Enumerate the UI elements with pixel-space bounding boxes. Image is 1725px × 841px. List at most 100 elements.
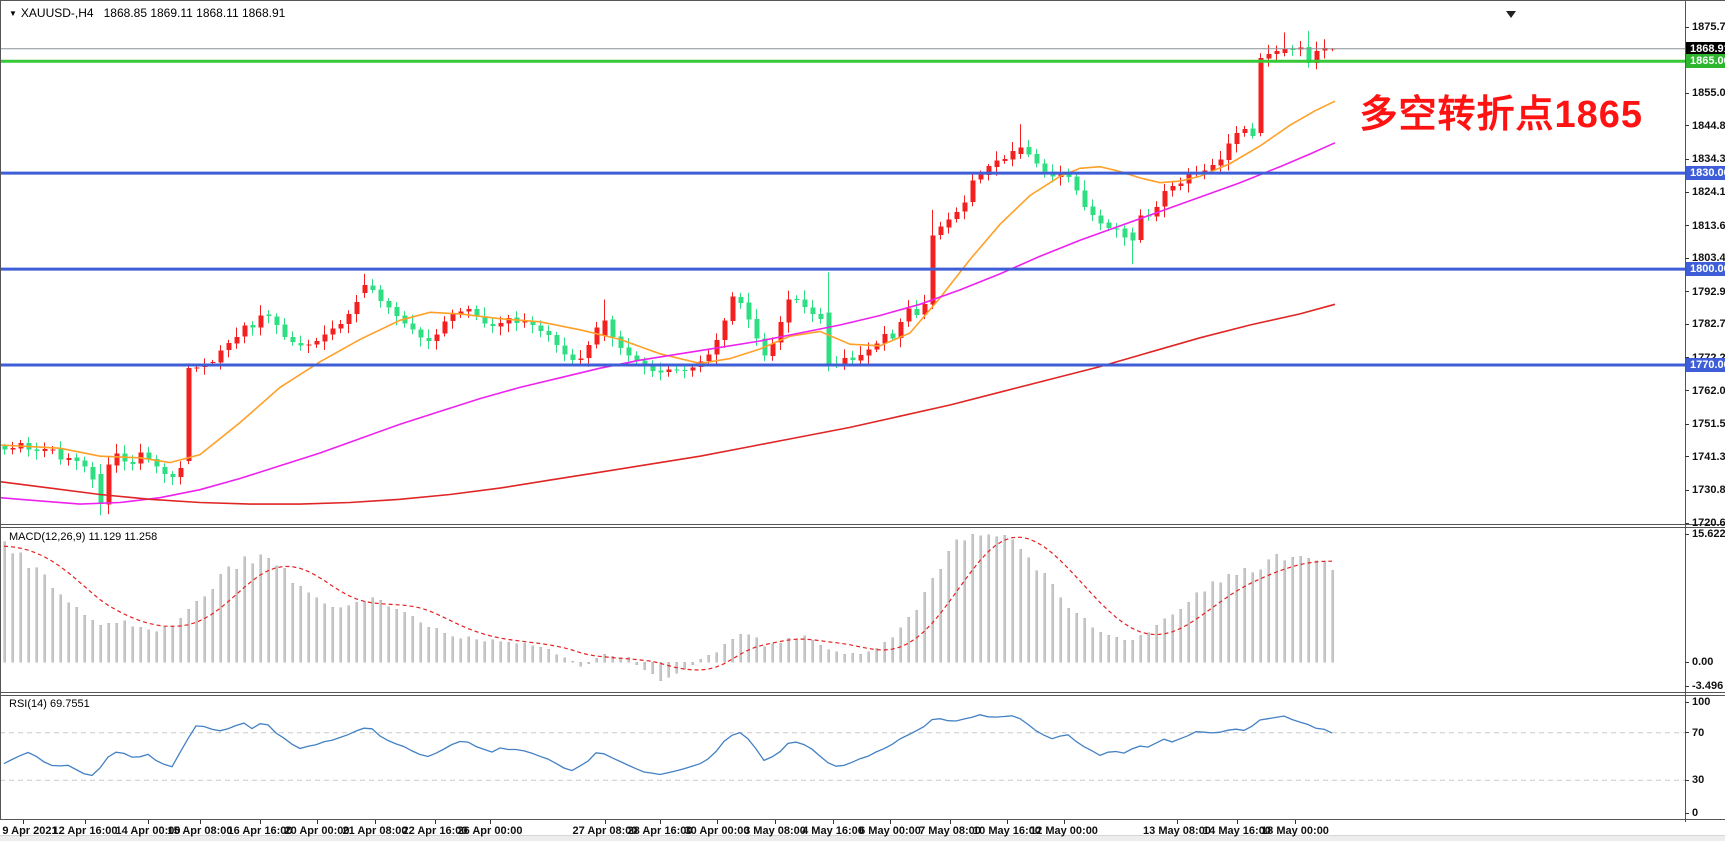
time-axis-label[interactable]: 30 Apr 00:00 xyxy=(684,825,750,837)
time-axis-label[interactable]: 3 May 08:00 xyxy=(744,825,806,837)
candle-body xyxy=(1082,190,1088,207)
macd-histogram-bar xyxy=(819,645,822,663)
macd-histogram-bar xyxy=(1139,635,1142,663)
time-axis-label[interactable]: 12 May 00:00 xyxy=(1030,825,1098,837)
price-level-tag[interactable]: 1865.00 xyxy=(1686,54,1725,69)
macd-histogram-bar xyxy=(427,627,430,663)
macd-histogram-bar xyxy=(275,565,278,663)
macd-histogram-bar xyxy=(923,592,926,663)
candle-body xyxy=(738,296,744,304)
candle-body xyxy=(1034,154,1040,164)
price-level-tag[interactable]: 1830.00 xyxy=(1686,166,1725,181)
candle-body xyxy=(682,370,688,372)
time-axis-tick xyxy=(317,820,318,824)
macd-histogram-bar xyxy=(515,643,518,663)
symbol-dropdown-icon[interactable]: ▼ xyxy=(9,9,17,18)
candle-body xyxy=(690,367,696,371)
candle-body xyxy=(1226,143,1232,160)
time-axis-label[interactable]: 27 Apr 08:00 xyxy=(572,825,638,837)
price-level-tag[interactable]: 1868.91 xyxy=(1686,41,1725,56)
macd-histogram-bar xyxy=(131,626,134,663)
candle-body xyxy=(1114,228,1120,230)
macd-histogram-bar xyxy=(1219,582,1222,663)
time-axis-label[interactable]: 14 May 16:00 xyxy=(1203,825,1271,837)
macd-histogram-bar xyxy=(1035,570,1038,663)
macd-histogram-bar xyxy=(3,541,6,663)
macd-histogram-bar xyxy=(115,623,118,663)
candle-body xyxy=(994,160,1000,167)
time-axis-label[interactable]: 7 May 08:00 xyxy=(919,825,981,837)
macd-histogram-bar xyxy=(283,568,286,663)
macd-histogram-bar xyxy=(1067,607,1070,663)
tick-dash-icon xyxy=(1685,423,1689,425)
time-axis-tick xyxy=(148,820,149,824)
candle-body xyxy=(1122,228,1128,238)
time-axis-label[interactable]: 16 Apr 16:00 xyxy=(227,825,293,837)
macd-histogram-bar xyxy=(67,602,70,663)
macd-histogram-bar xyxy=(19,552,22,663)
macd-histogram-bar xyxy=(211,589,214,663)
candle-body xyxy=(746,302,752,320)
candle-body xyxy=(898,321,904,338)
candle-body xyxy=(842,357,848,366)
bottom-scroll-strip[interactable] xyxy=(0,835,1725,841)
time-axis-label[interactable]: 10 May 16:00 xyxy=(973,825,1041,837)
time-axis-label[interactable]: 28 Apr 16:00 xyxy=(627,825,693,837)
price-level-tag[interactable]: 1770.00 xyxy=(1686,358,1725,373)
macd-histogram-bar xyxy=(715,652,718,663)
candle-body xyxy=(1170,185,1176,191)
rsi-axis-tick: 100 xyxy=(1685,696,1710,709)
macd-histogram-bar xyxy=(179,618,182,663)
time-axis-label[interactable]: 20 Apr 00:00 xyxy=(284,825,350,837)
time-axis-label[interactable]: 21 Apr 08:00 xyxy=(342,825,408,837)
candle-body xyxy=(962,202,968,212)
macd-histogram-bar xyxy=(1083,618,1086,663)
candle-body xyxy=(570,354,576,361)
candle-body xyxy=(58,449,64,460)
time-axis-label[interactable]: 22 Apr 16:00 xyxy=(402,825,468,837)
macd-panel-top-border xyxy=(0,527,1725,528)
macd-histogram-bar xyxy=(147,629,150,663)
time-axis-label[interactable]: 14 Apr 00:00 xyxy=(115,825,181,837)
time-axis-label[interactable]: 18 May 00:00 xyxy=(1261,825,1329,837)
macd-histogram-bar xyxy=(651,661,654,675)
macd-histogram-bar xyxy=(531,645,534,663)
candle-body xyxy=(226,343,232,351)
macd-histogram-bar xyxy=(707,655,710,663)
candle-body xyxy=(258,315,264,328)
macd-histogram-bar xyxy=(755,637,758,663)
candle-body xyxy=(538,325,544,331)
time-axis-label[interactable]: 13 May 08:00 xyxy=(1143,825,1211,837)
candle-body xyxy=(218,350,224,363)
time-axis-label[interactable]: 6 May 00:00 xyxy=(859,825,921,837)
macd-histogram-bar xyxy=(1107,635,1110,663)
candle-body xyxy=(1242,128,1248,134)
candle-body xyxy=(970,180,976,203)
macd-histogram-bar xyxy=(739,633,742,663)
candle-body xyxy=(906,308,912,322)
tick-dash-icon xyxy=(1685,732,1689,734)
time-axis-label[interactable]: 15 Apr 08:00 xyxy=(167,825,233,837)
macd-histogram-bar xyxy=(1203,591,1206,663)
candle-body xyxy=(706,354,712,361)
macd-histogram-bar xyxy=(635,661,638,666)
macd-histogram-bar xyxy=(155,631,158,663)
time-axis-label[interactable]: 26 Apr 00:00 xyxy=(457,825,523,837)
candle-body xyxy=(42,449,48,452)
macd-panel-bottom-border xyxy=(0,692,1725,693)
macd-histogram-bar xyxy=(939,569,942,663)
time-axis-label[interactable]: 9 Apr 2021 xyxy=(2,825,58,837)
time-axis-label[interactable]: 4 May 16:00 xyxy=(802,825,864,837)
time-axis-label[interactable]: 12 Apr 16:00 xyxy=(52,825,118,837)
price-axis-tick: 1803.40 xyxy=(1685,252,1725,265)
macd-histogram-bar xyxy=(11,553,14,663)
time-axis-tick xyxy=(1237,820,1238,824)
macd-histogram-bar xyxy=(291,582,294,663)
annotation-text[interactable]: 多空转折点1865 xyxy=(1359,94,1643,136)
macd-histogram-bar xyxy=(1315,560,1318,663)
macd-histogram-bar xyxy=(259,554,262,663)
candle-body xyxy=(482,316,488,324)
candle-body xyxy=(866,349,872,356)
price-level-tag[interactable]: 1800.00 xyxy=(1686,262,1725,277)
